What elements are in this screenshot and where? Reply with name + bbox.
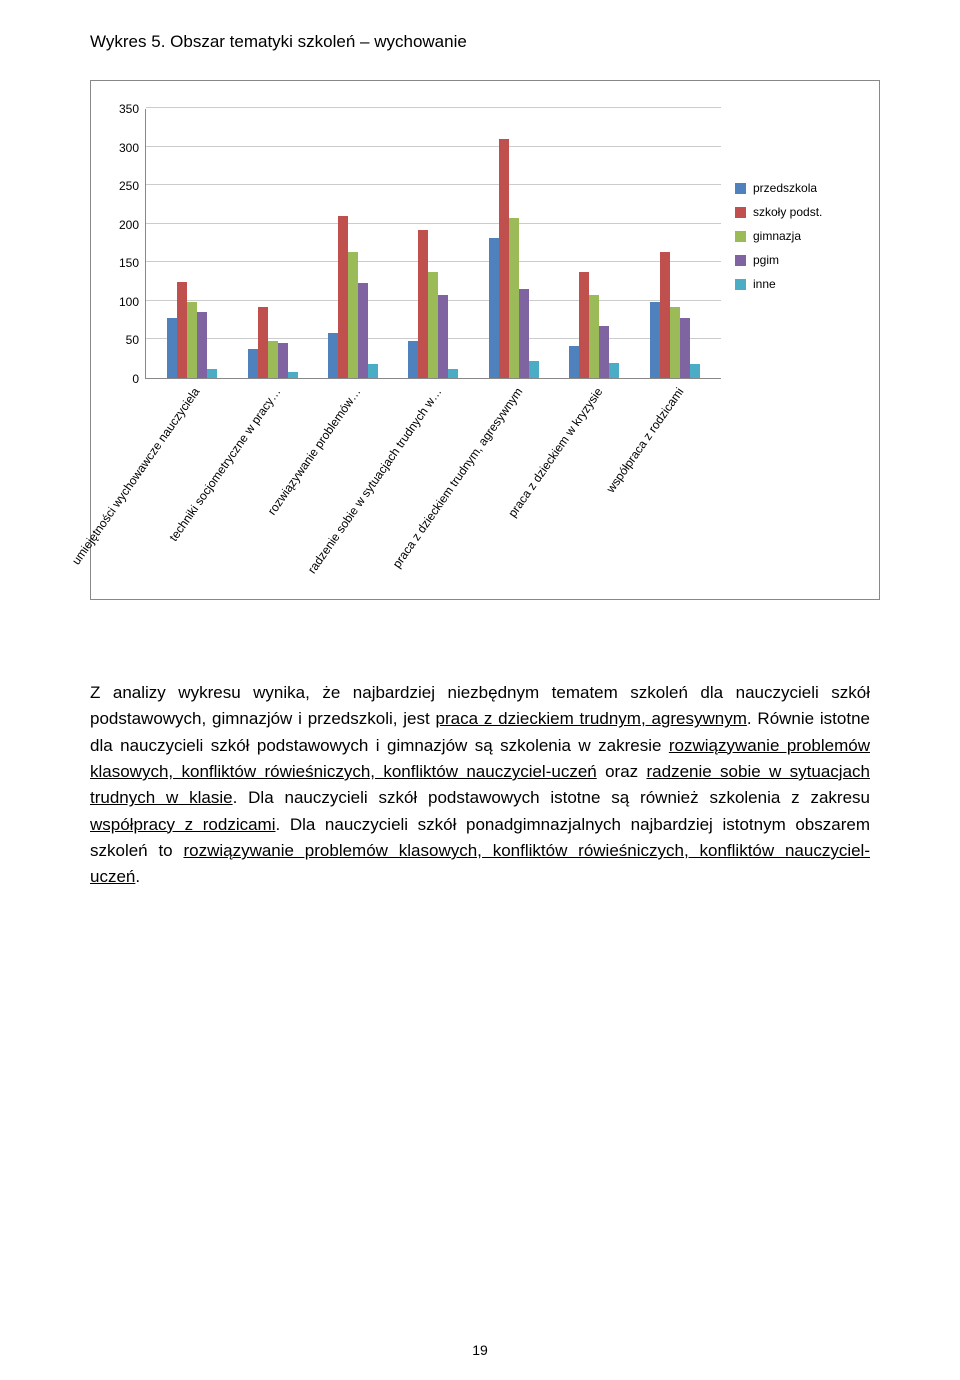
text-run: . xyxy=(135,867,140,886)
bar-group xyxy=(393,109,473,378)
bar xyxy=(197,312,207,378)
analysis-paragraph: Z analizy wykresu wynika, że najbardziej… xyxy=(90,680,870,891)
bar xyxy=(569,346,579,378)
bar xyxy=(328,333,338,378)
chart-frame: 0 50 100 150 200 250 300 350 umiejętności wycho… xyxy=(90,80,880,600)
y-tick-label: 200 xyxy=(119,218,139,232)
y-tick-label: 50 xyxy=(126,333,139,347)
bar xyxy=(368,364,378,378)
y-axis: 050100150200250300350 xyxy=(109,109,145,379)
bar xyxy=(579,272,589,378)
y-tick-label: 100 xyxy=(119,295,139,309)
legend-item: inne xyxy=(735,277,861,291)
bar xyxy=(338,216,348,378)
bar xyxy=(248,349,258,378)
text-run: . Dla nauczycieli szkół podstawowych ist… xyxy=(233,788,870,807)
bar-group xyxy=(313,109,393,378)
bar-group xyxy=(635,109,715,378)
x-tick-label: umiejętności wychowawcze nauczyciela xyxy=(69,385,203,567)
chart-inner: 050100150200250300350 umiejętności wycho… xyxy=(109,109,861,589)
bar xyxy=(268,341,278,378)
bar-group xyxy=(152,109,232,378)
underline-phrase: rozwiązywanie problemów klasowych, konfl… xyxy=(90,841,870,886)
bar xyxy=(348,252,358,378)
legend-label: inne xyxy=(753,277,776,291)
x-axis-labels: umiejętności wychowawcze nauczycielatech… xyxy=(145,379,721,559)
bar xyxy=(167,318,177,378)
bar xyxy=(599,326,609,378)
page-number: 19 xyxy=(0,1342,960,1358)
bar xyxy=(509,218,519,378)
bar xyxy=(519,289,529,378)
bar xyxy=(408,341,418,378)
underline-phrase: współpracy z rodzicami xyxy=(90,815,275,834)
legend-swatch xyxy=(735,183,746,194)
bar xyxy=(418,230,428,378)
bar xyxy=(660,252,670,378)
bar xyxy=(177,282,187,378)
legend-item: pgim xyxy=(735,253,861,267)
bar xyxy=(609,363,619,378)
bar xyxy=(358,283,368,378)
bar xyxy=(690,364,700,378)
underline-phrase: praca z dzieckiem trudnym, agresywnym xyxy=(436,709,747,728)
y-tick-label: 250 xyxy=(119,179,139,193)
y-tick-label: 150 xyxy=(119,256,139,270)
legend-swatch xyxy=(735,207,746,218)
legend-swatch xyxy=(735,231,746,242)
bar xyxy=(207,369,217,378)
legend-item: przedszkola xyxy=(735,181,861,195)
bar xyxy=(589,295,599,378)
plot-area xyxy=(145,109,721,379)
legend-swatch xyxy=(735,255,746,266)
legend-swatch xyxy=(735,279,746,290)
bar xyxy=(448,369,458,378)
bar xyxy=(670,307,680,378)
bar xyxy=(499,139,509,378)
grid-line xyxy=(146,107,721,108)
bar-group xyxy=(232,109,312,378)
bar xyxy=(489,238,499,378)
bar xyxy=(288,372,298,378)
bar-group xyxy=(474,109,554,378)
legend-item: szkoły podst. xyxy=(735,205,861,219)
legend-item: gimnazja xyxy=(735,229,861,243)
plot-wrap: umiejętności wychowawcze nauczycielatech… xyxy=(145,109,721,589)
legend-label: gimnazja xyxy=(753,229,801,243)
y-tick-label: 0 xyxy=(132,372,139,386)
y-tick-label: 300 xyxy=(119,141,139,155)
legend-label: szkoły podst. xyxy=(753,205,822,219)
legend-label: przedszkola xyxy=(753,181,817,195)
bar xyxy=(428,272,438,378)
bar xyxy=(438,295,448,378)
bar xyxy=(278,343,288,378)
bar xyxy=(650,302,660,378)
chart-title: Wykres 5. Obszar tematyki szkoleń – wych… xyxy=(90,32,870,52)
bar xyxy=(258,307,268,378)
text-run: oraz xyxy=(597,762,647,781)
legend: przedszkola szkoły podst. gimnazja pgim inne xyxy=(721,109,861,589)
x-label-slot: współpraca z rodzicami xyxy=(634,379,715,559)
bar xyxy=(187,302,197,378)
bar xyxy=(680,318,690,378)
bar-group xyxy=(554,109,634,378)
y-tick-label: 350 xyxy=(119,102,139,116)
legend-label: pgim xyxy=(753,253,779,267)
bar xyxy=(529,361,539,378)
